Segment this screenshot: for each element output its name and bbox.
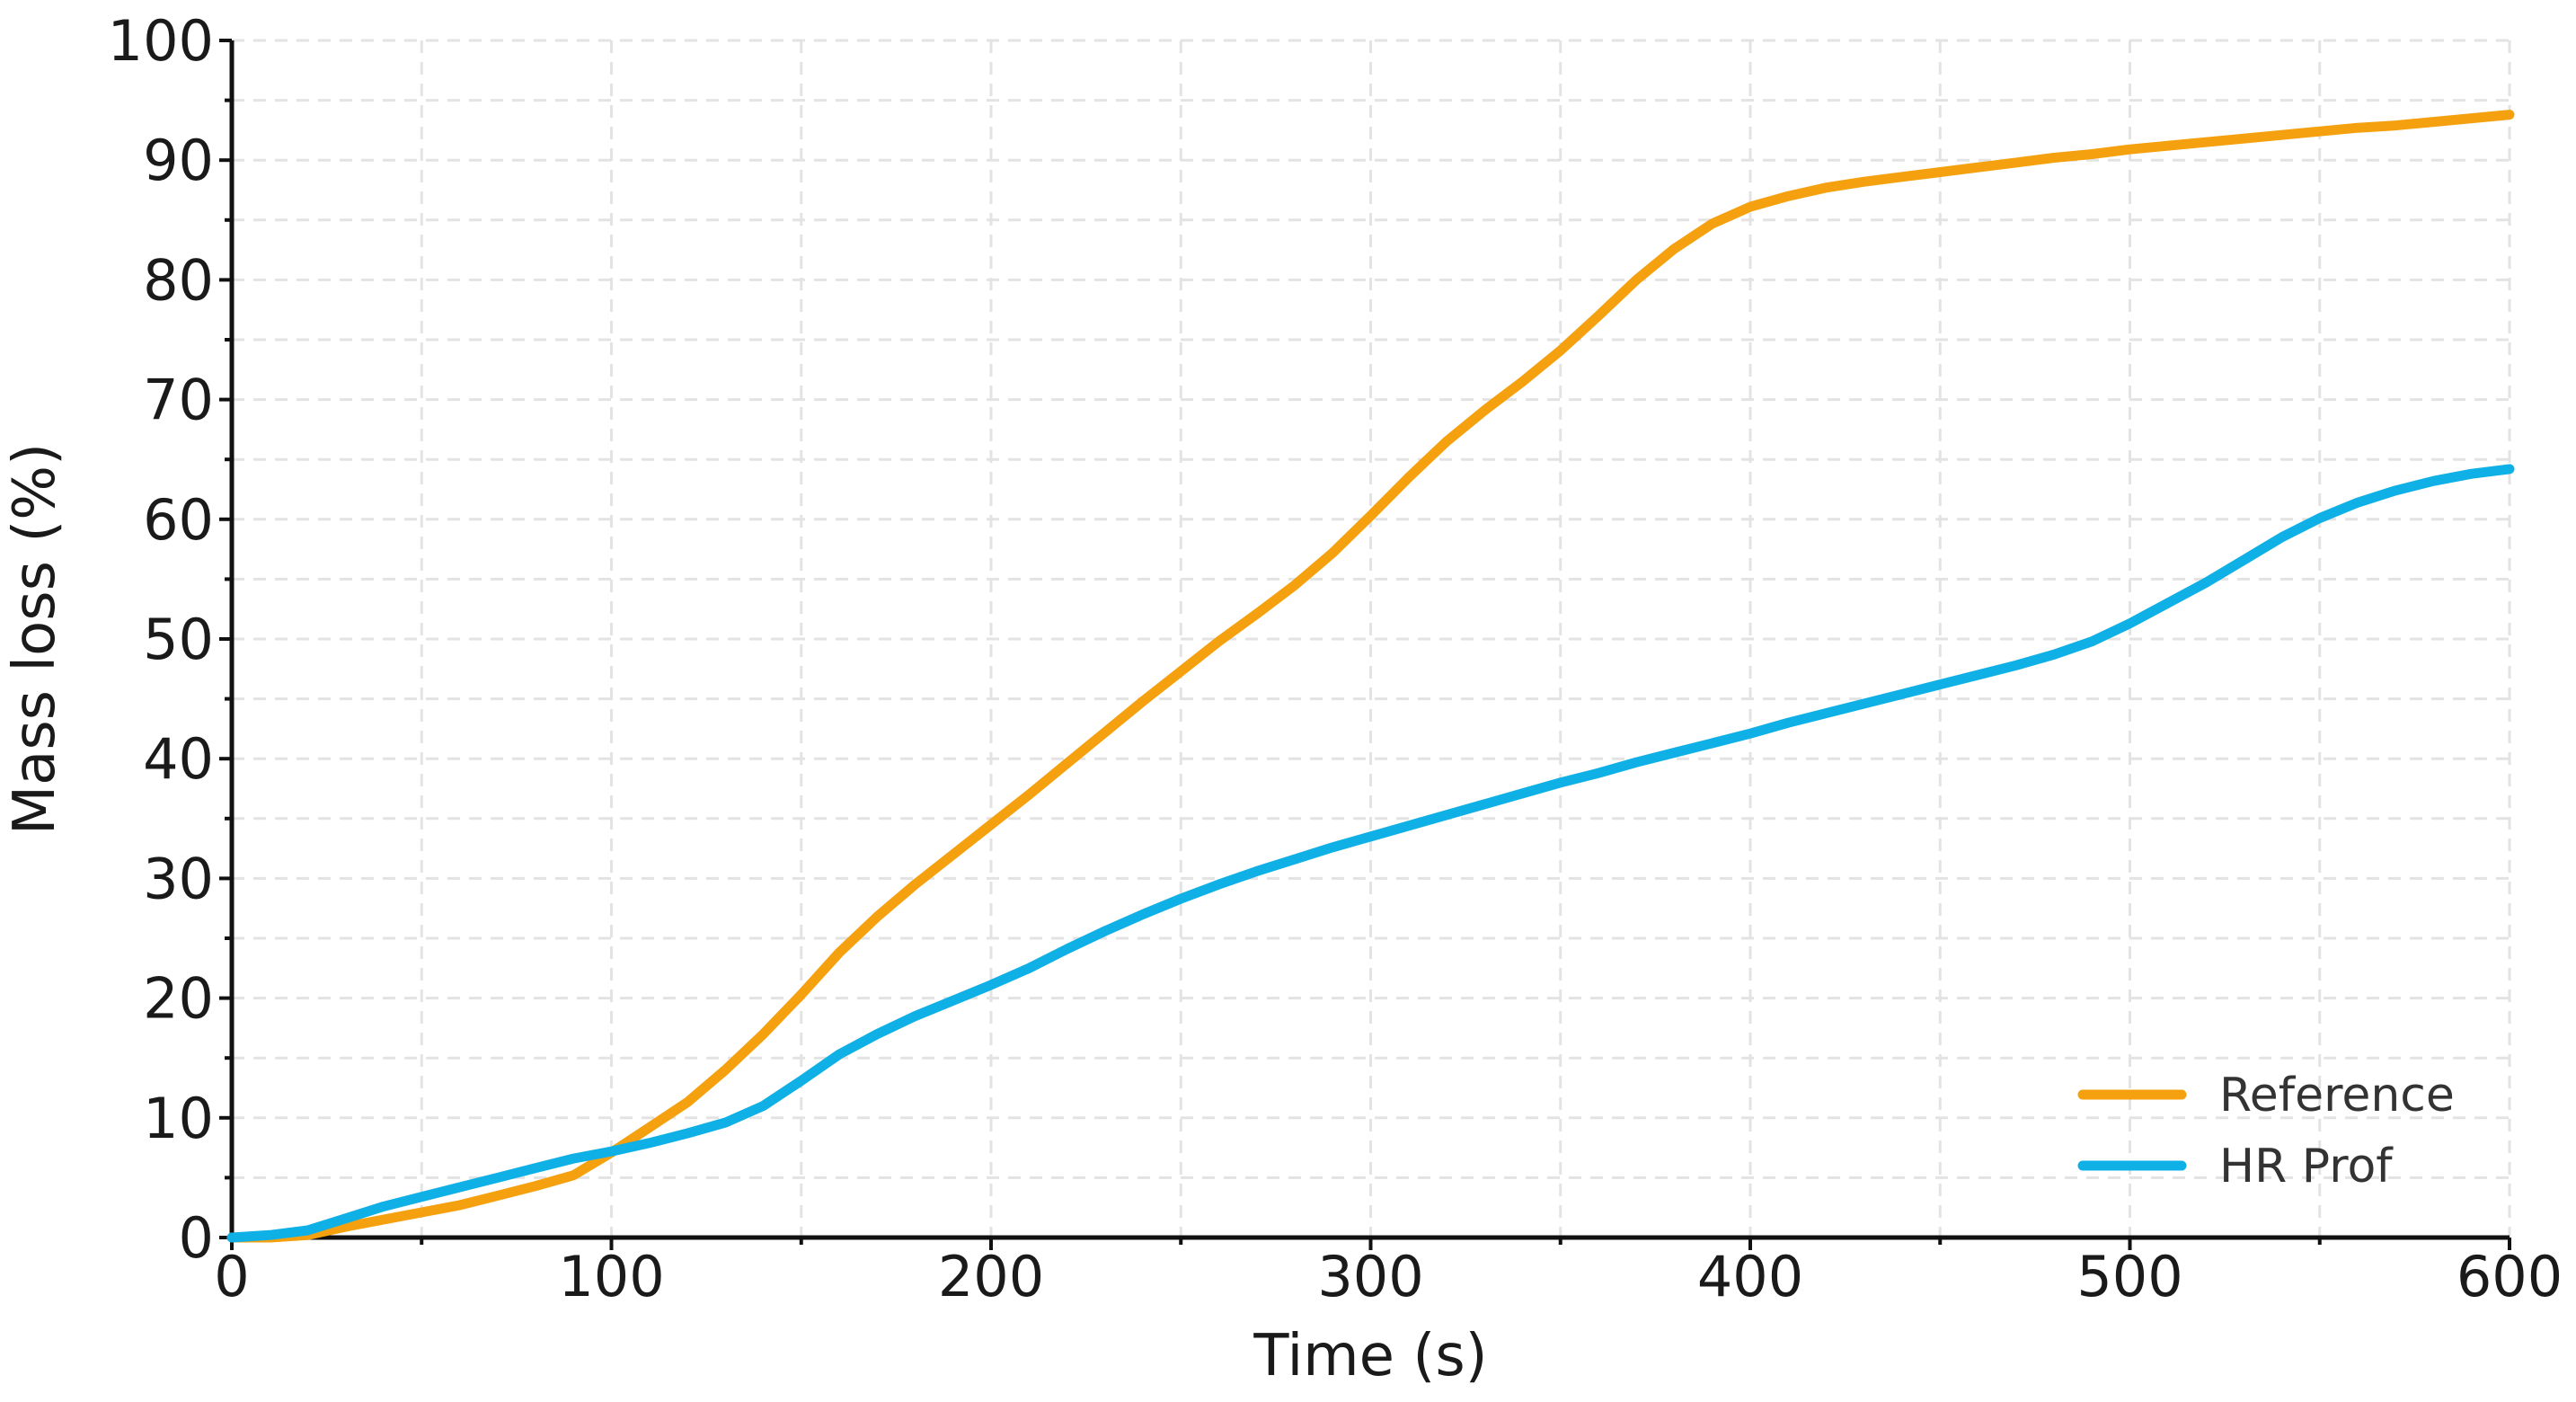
y-tick-label: 30 — [143, 846, 214, 911]
y-tick-label: 20 — [143, 966, 214, 1032]
y-tick-label: 10 — [143, 1086, 214, 1151]
x-tick-label: 400 — [1697, 1244, 1803, 1309]
legend-label-reference: Reference — [2219, 1069, 2455, 1122]
y-tick-label: 60 — [143, 487, 214, 553]
x-tick-label: 300 — [1317, 1244, 1423, 1309]
series — [226, 110, 2515, 1243]
series-line-hr-prof — [226, 464, 2515, 1243]
x-tick-label: 0 — [214, 1244, 249, 1309]
y-tick-label: 0 — [179, 1205, 214, 1271]
y-tick-label: 80 — [143, 247, 214, 313]
y-tick-label: 50 — [143, 607, 214, 672]
y-tick-label: 100 — [108, 8, 214, 74]
legend-label-hr-prof: HR Prof — [2219, 1140, 2394, 1193]
x-axis-title: Time (s) — [1253, 1323, 1487, 1389]
ticks: 0 100 200 300 400 500 600 0 10 20 30 40 50 60 70 80 90 10… — [108, 8, 2563, 1309]
y-tick-label: 90 — [143, 128, 214, 193]
legend: Reference HR Prof — [2077, 1069, 2455, 1193]
y-axis-title: Mass loss (%) — [2, 443, 68, 835]
y-tick-label: 70 — [143, 368, 214, 433]
grid — [232, 39, 2511, 1238]
x-tick-label: 500 — [2076, 1244, 2182, 1309]
x-tick-label: 200 — [938, 1244, 1044, 1309]
x-tick-label: 100 — [558, 1244, 664, 1309]
x-tick-label: 600 — [2456, 1244, 2563, 1309]
y-tick-label: 40 — [143, 726, 214, 792]
